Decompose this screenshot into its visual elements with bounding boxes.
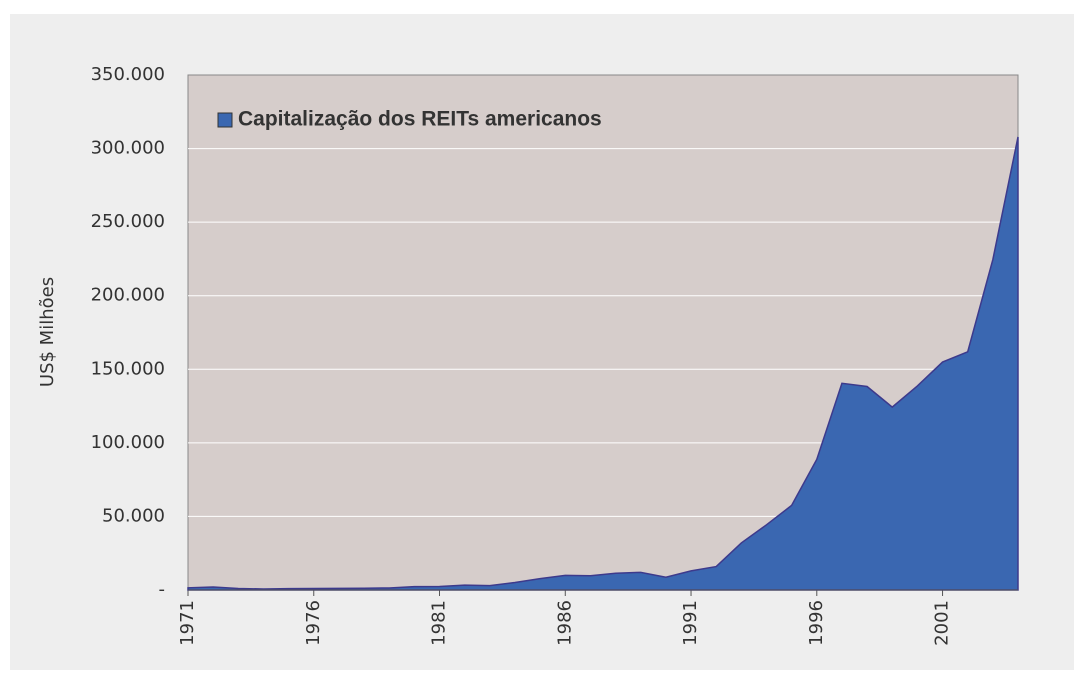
y-tick-label: - [159, 579, 166, 600]
y-tick-label: 150.000 [91, 358, 165, 379]
legend-label: Capitalização dos REITs americanos [238, 108, 602, 131]
legend-background [208, 97, 676, 147]
x-tick-label: 1981 [429, 600, 450, 646]
y-tick-label: 350.000 [91, 64, 165, 85]
x-tick-label: 1986 [554, 600, 575, 646]
legend-swatch [217, 112, 233, 128]
x-tick-label: 1991 [680, 600, 701, 646]
y-axis-label: US$ Milhões [37, 277, 58, 387]
y-tick-label: 300.000 [91, 138, 165, 159]
y-tick-label: 250.000 [91, 211, 165, 232]
y-tick-label: 200.000 [91, 285, 165, 306]
x-tick-label: 1996 [806, 600, 827, 646]
area [187, 136, 1019, 591]
x-tick-label: 2001 [932, 600, 953, 646]
y-tick-label: 100.000 [91, 432, 165, 453]
x-tick-label: 1971 [177, 600, 198, 646]
x-tick-label: 1976 [303, 600, 324, 646]
y-tick-label: 50.000 [102, 505, 165, 526]
